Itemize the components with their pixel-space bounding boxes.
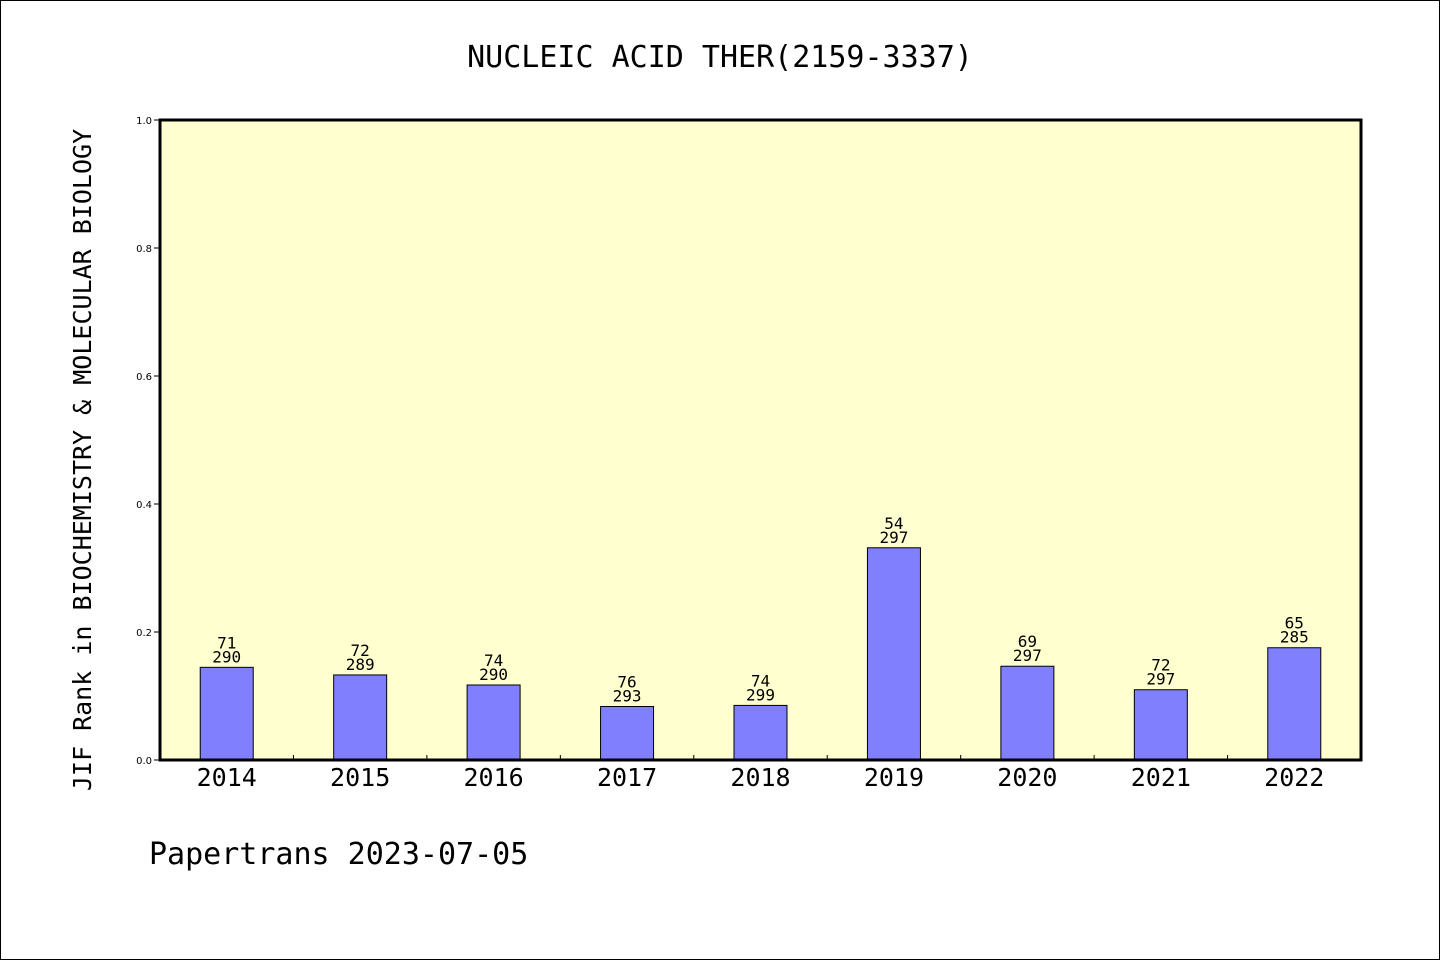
y-tick-label: 0.2	[136, 628, 152, 639]
bar	[199, 666, 254, 761]
bar	[466, 684, 521, 761]
x-tick-label: 2016	[464, 763, 524, 792]
x-tick-label: 2022	[1264, 763, 1324, 792]
bar	[733, 704, 788, 761]
y-tick-label: 0.0	[136, 756, 152, 767]
bar-series	[199, 547, 1322, 761]
footer-text: Papertrans 2023-07-05	[149, 837, 528, 872]
rank-label: 76	[617, 672, 636, 691]
y-axis: 0.0 0.2 0.4 0.6 0.8 1.0	[136, 116, 160, 767]
chart-title: NUCLEIC ACID THER(2159-3337)	[467, 40, 973, 75]
y-axis-label: JIF Rank in BIOCHEMISTRY & MOLECULAR BIO…	[68, 129, 97, 791]
bar	[600, 705, 655, 761]
bar	[866, 547, 921, 761]
x-axis: 2014 2015 2016 2017 2018 2019 2020 2021 2022	[197, 755, 1324, 792]
total-label: 297	[1146, 670, 1175, 689]
rank-label: 74	[751, 671, 770, 690]
total-label: 297	[1013, 646, 1042, 665]
rank-label: 72	[351, 641, 370, 660]
x-tick-label: 2021	[1131, 763, 1191, 792]
x-tick-label: 2020	[997, 763, 1057, 792]
bar	[1000, 665, 1055, 761]
rank-label: 72	[1151, 656, 1170, 675]
total-label: 299	[746, 685, 775, 704]
x-tick-label: 2014	[197, 763, 257, 792]
x-tick-label: 2018	[730, 763, 790, 792]
total-label: 289	[346, 655, 375, 674]
plot-border	[158, 118, 1363, 762]
x-tick-label: 2017	[597, 763, 657, 792]
total-label: 285	[1280, 628, 1309, 647]
y-tick-label: 0.4	[136, 500, 152, 511]
total-label: 293	[613, 686, 642, 705]
rank-label: 69	[1018, 632, 1037, 651]
rank-label: 65	[1285, 614, 1304, 633]
rank-label: 54	[884, 514, 903, 533]
y-tick-label: 0.8	[136, 244, 152, 255]
plot-area	[160, 120, 1361, 760]
rank-label: 71	[217, 633, 236, 652]
y-tick-label: 0.6	[136, 372, 152, 383]
total-label: 290	[479, 665, 508, 684]
total-label: 297	[879, 528, 908, 547]
x-tick-label: 2015	[330, 763, 390, 792]
bar	[333, 674, 388, 761]
rank-label: 74	[484, 651, 503, 670]
total-label: 290	[212, 647, 241, 666]
bar	[1133, 689, 1188, 761]
bar	[1267, 647, 1322, 761]
x-tick-label: 2019	[864, 763, 924, 792]
y-tick-label: 1.0	[136, 116, 152, 127]
